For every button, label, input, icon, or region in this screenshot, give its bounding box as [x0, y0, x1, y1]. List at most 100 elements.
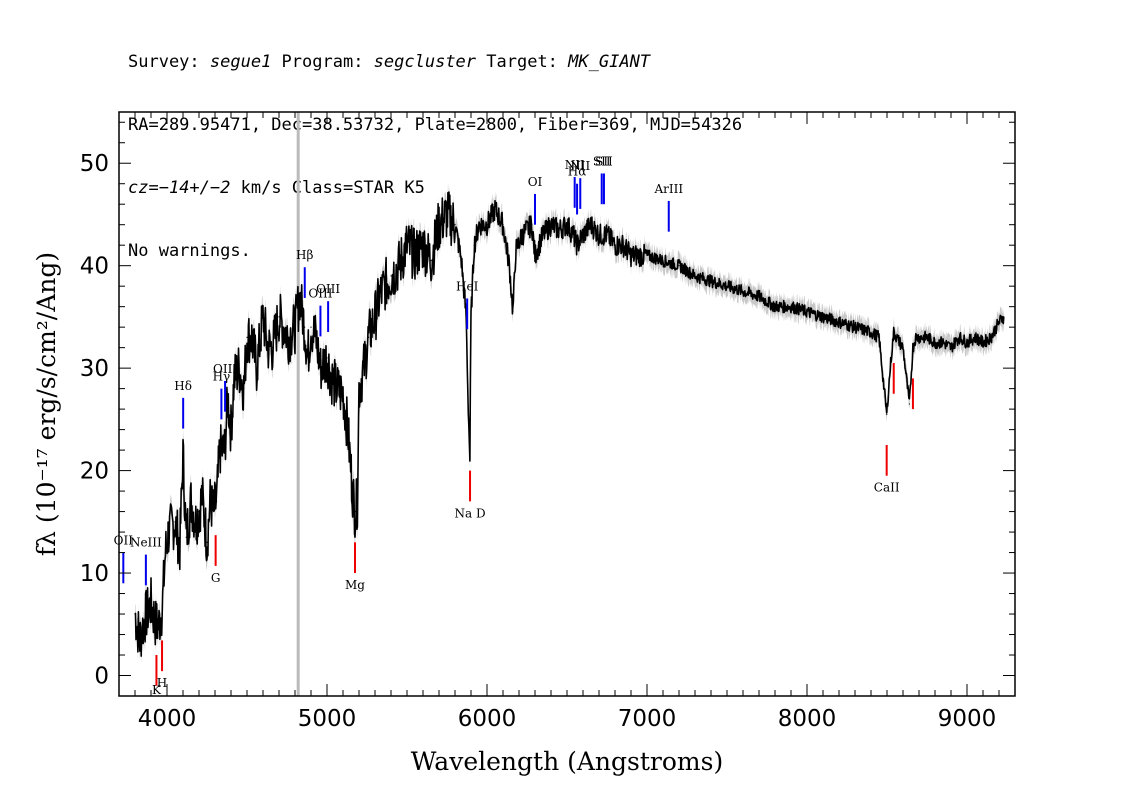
spectrum-point — [278, 316, 280, 318]
spectrum-point — [179, 546, 181, 549]
spectrum-point — [742, 290, 744, 292]
spectrum-point — [256, 367, 258, 369]
spectrum-point — [512, 311, 514, 313]
spectrum-point — [886, 413, 888, 415]
absorption-line-label: K — [152, 683, 162, 697]
x-tick-label: 4000 — [138, 706, 197, 732]
emission-line-label: HeI — [456, 279, 479, 293]
spectrum-point — [294, 326, 296, 328]
spectrum-point — [582, 234, 584, 236]
spectrum-point — [304, 326, 306, 328]
spectrum-point — [467, 388, 469, 390]
spectrum-point — [966, 341, 968, 344]
emission-line-label: OIII — [316, 282, 340, 296]
spectrum-point — [356, 500, 358, 502]
spectrum-point — [363, 367, 365, 369]
emission-line-label: NII — [565, 158, 585, 172]
spectrum-point — [893, 331, 895, 333]
spectrum-point — [384, 285, 386, 287]
emission-line-label: Hα — [568, 165, 587, 179]
spectrum-point — [494, 208, 496, 210]
axes-layer: 4000 5000 6000 7000 8000 9000 0 10 20 30 40 50 — [80, 112, 1016, 732]
spectrum-point — [134, 613, 136, 615]
spectrum-point — [915, 336, 917, 339]
spectrum-point — [550, 224, 552, 226]
spectrum-point — [958, 336, 960, 339]
spectrum-point — [572, 234, 575, 236]
spectrum-line — [134, 191, 1005, 657]
absorption-line-label: Mg — [345, 578, 365, 592]
spectrum-point — [598, 234, 600, 236]
spectrum-point — [790, 306, 792, 308]
header-line-survey: Survey: segue1 Program: segcluster Targe… — [128, 52, 742, 73]
spectrum-point — [164, 551, 166, 554]
spectrum-point — [307, 357, 309, 359]
spectrum-point — [542, 234, 544, 236]
spectrum-point — [534, 254, 536, 257]
cz-value: =−14+/−2 — [148, 178, 231, 198]
spectrum-point — [168, 531, 170, 533]
spectrum-point — [299, 295, 301, 298]
program-label: Program: — [271, 52, 374, 72]
spectrum-point — [198, 510, 200, 513]
spectrum-point — [201, 495, 203, 497]
emission-line-label: NII — [570, 159, 590, 173]
spectrum-point — [515, 249, 517, 251]
spectrum-point — [182, 454, 184, 456]
spectrum-point — [974, 336, 976, 339]
spectrum-point — [486, 224, 488, 226]
y-tick-label: 0 — [94, 664, 109, 690]
spectrum-point — [398, 265, 400, 267]
emission-line-label: OIII — [308, 287, 332, 301]
emission-line-label: SII — [595, 154, 613, 168]
spectrum-point — [942, 341, 944, 344]
target-value: MK_GIANT — [568, 52, 651, 72]
spectrum-point — [190, 500, 192, 502]
emission-line-label: ArIII — [653, 182, 683, 196]
emission-line-label: NeIII — [130, 536, 162, 550]
spectrum-point — [331, 377, 333, 379]
absorption-line-label: CaII — [874, 481, 900, 495]
spectrum-point — [233, 377, 235, 379]
spectrum-point — [342, 393, 344, 395]
spectrum-point — [646, 254, 648, 257]
spectrum-point — [889, 367, 891, 369]
emission-line-label: Hβ — [296, 248, 313, 262]
absorption-line-label: G — [211, 571, 221, 585]
spectrum-point — [216, 500, 218, 502]
spectrum-point — [209, 500, 211, 502]
spectrum-point — [990, 336, 992, 339]
y-tick-label: 20 — [80, 459, 109, 485]
target-label: Target: — [476, 52, 569, 72]
spectrum-point — [694, 275, 696, 277]
spectrum-point — [155, 623, 157, 625]
x-tick-label: 6000 — [458, 706, 517, 732]
cz-label: cz — [128, 178, 149, 198]
spectrum-point — [934, 341, 936, 344]
spectrum-point — [806, 311, 808, 313]
emission-line-label: Hδ — [174, 379, 192, 393]
spectrum-point — [470, 316, 472, 318]
spectrum-point — [822, 316, 824, 318]
spectrum-point — [390, 275, 392, 277]
spectrum-point — [902, 347, 904, 349]
spectrum-point — [227, 398, 229, 400]
spectrum-point — [272, 347, 274, 349]
header-line-warnings: No warnings. — [128, 241, 251, 261]
spectrum-point — [262, 316, 264, 318]
spectrum-point — [774, 306, 776, 308]
spectrum-point — [358, 388, 360, 390]
spectrum-point — [710, 280, 712, 282]
spectrum-point — [454, 224, 456, 226]
plot-frame — [118, 111, 1016, 697]
survey-value: segue1 — [209, 52, 272, 72]
spectrum-point — [406, 244, 408, 246]
spectrum-point — [310, 326, 312, 328]
spectrum-point — [478, 224, 480, 226]
spectrum-point — [224, 449, 226, 451]
spectrum-point — [139, 639, 141, 641]
spectrum-point — [174, 521, 176, 523]
spectrum-point — [347, 429, 349, 431]
class-text: km/s Class=STAR K5 — [230, 178, 425, 198]
